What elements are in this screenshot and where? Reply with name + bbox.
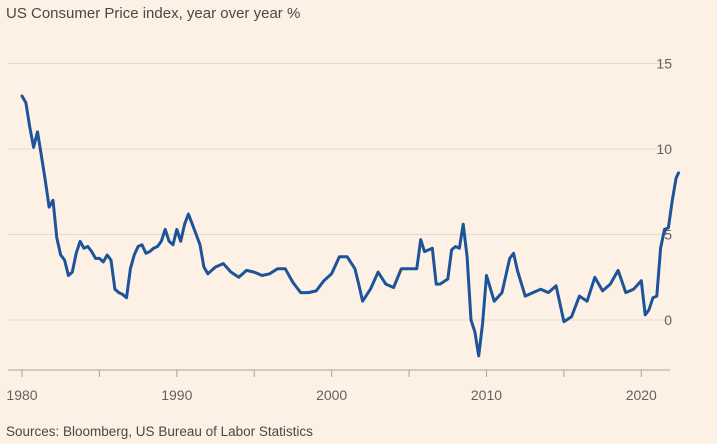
chart-source: Sources: Bloomberg, US Bureau of Labor S… xyxy=(6,424,313,439)
series-line-0 xyxy=(20,94,680,358)
y-tick-label-15: 15 xyxy=(656,56,672,72)
x-tick-label-2020: 2020 xyxy=(626,387,657,403)
cpi-line-chart: 0 5 10 15 1980 1990 2000 2010 2020 xyxy=(6,56,680,403)
series-layer xyxy=(20,94,680,358)
gridlines xyxy=(8,63,670,321)
y-tick-label-10: 10 xyxy=(656,141,672,157)
chart-title: US Consumer Price index, year over year … xyxy=(6,5,301,22)
y-tick-label-5: 5 xyxy=(664,227,672,243)
x-tick-label-1990: 1990 xyxy=(161,387,192,403)
x-tick-label-2000: 2000 xyxy=(316,387,347,403)
x-tick-label-2010: 2010 xyxy=(471,387,502,403)
x-axis: 1980 1990 2000 2010 2020 xyxy=(6,369,670,403)
x-tick-label-1980: 1980 xyxy=(6,387,37,403)
y-axis-ticks: 0 5 10 15 xyxy=(656,56,672,329)
y-tick-label-0: 0 xyxy=(664,312,672,328)
